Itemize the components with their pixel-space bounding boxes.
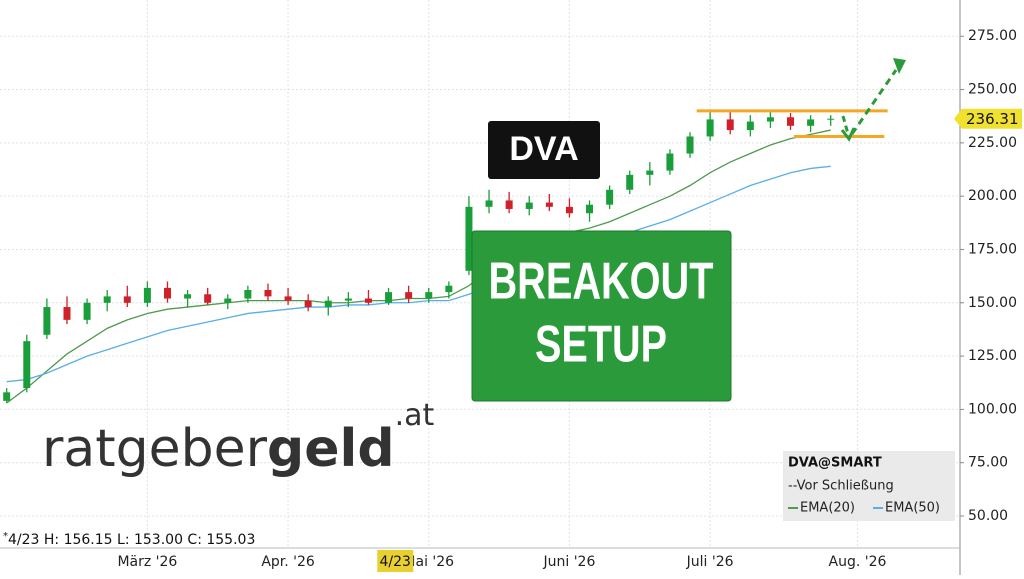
candle-body [143, 287, 151, 303]
x-tick-label: Apr. '26 [261, 554, 315, 570]
grid [0, 0, 960, 548]
candle-body [565, 206, 573, 214]
ema-line [6, 129, 831, 404]
candle-body [666, 153, 674, 171]
legend-label: EMA(20) [800, 501, 855, 516]
y-tick-label: 125.00 [968, 348, 1017, 364]
candle-body [163, 287, 171, 299]
symbol-box-bg [488, 121, 600, 179]
x-tick-label: Juni '26 [542, 554, 595, 570]
candle-body [606, 189, 614, 205]
candle-body [43, 307, 51, 335]
crosshair-date-bg [377, 550, 414, 572]
candle-body [304, 300, 312, 308]
last-price-bg [962, 108, 1022, 129]
candle-body [746, 121, 754, 131]
last-price-label: 236.31 [966, 110, 1019, 128]
y-tick-label: 150.00 [968, 295, 1017, 311]
candle-body [244, 289, 252, 299]
candle-body [827, 118, 835, 120]
setup-box: BREAKOUT SETUP [471, 230, 732, 402]
y-tick-label: 200.00 [968, 188, 1017, 204]
x-tick-label: Aug. '26 [829, 554, 887, 570]
candle-body [123, 296, 131, 303]
arrow-up [850, 69, 898, 135]
legend-note: --Vor Schließung [788, 479, 894, 494]
candle-body [344, 298, 352, 301]
info-values: 4/23 H: 156.15 L: 153.00 C: 155.03 [8, 532, 255, 548]
candle-body [204, 294, 212, 303]
candle-body [425, 292, 433, 299]
logo-part: .at [395, 398, 435, 433]
candle-body [646, 170, 654, 175]
candle-body [385, 292, 393, 303]
candle-body [284, 296, 292, 301]
candle-body [626, 174, 634, 190]
symbol-text: DVA [509, 130, 578, 168]
candle-body [706, 119, 714, 137]
setup-text: SETUP [535, 316, 667, 374]
candle-body [686, 136, 694, 154]
crosshair-date: 4/23 [380, 554, 411, 570]
y-tick-label: 100.00 [968, 401, 1017, 417]
plot [3, 109, 888, 404]
legend: DVA@SMART --Vor Schließung EMA(20) EMA(50… [783, 451, 955, 521]
info-text: *4/23 H: 156.15 L: 153.00 C: 155.03 [3, 531, 255, 548]
candle-body [525, 202, 533, 209]
candle-body [364, 298, 372, 303]
arrow-head [893, 58, 906, 74]
y-tick-label: 50.00 [968, 508, 1008, 524]
legend-title: DVA@SMART [788, 456, 882, 471]
candle-body [807, 119, 815, 126]
last-price-pointer [954, 108, 962, 129]
candle-body [586, 204, 594, 214]
logo-part: ratgeber [42, 419, 268, 479]
arrow-down [841, 115, 850, 135]
candle-body [103, 296, 111, 303]
candle-body [405, 292, 413, 299]
candle-body [264, 289, 272, 297]
candle-body [184, 294, 192, 299]
logo: ratgebergeld.at [42, 398, 434, 480]
symbol-box: DVA [488, 121, 600, 179]
candle-body [465, 206, 473, 271]
candle-body [505, 200, 513, 209]
candle-body [83, 302, 91, 320]
info-star: * [3, 531, 8, 542]
candle-body [485, 200, 493, 207]
legend-items: EMA(20) EMA(50) [788, 501, 940, 516]
candle-body [445, 285, 453, 293]
x-tick-label: Juli '26 [686, 554, 734, 570]
y-tick-label: 175.00 [968, 241, 1017, 257]
logo-part: geld [267, 419, 395, 479]
legend-label: EMA(50) [885, 501, 940, 516]
y-tick-label: 250.00 [968, 82, 1017, 98]
x-tick-label: März '26 [117, 554, 177, 570]
candle-body [766, 117, 774, 122]
candle-body [63, 307, 71, 320]
y-tick-label: 275.00 [968, 28, 1017, 44]
candle-body [23, 341, 31, 389]
candle-body [324, 300, 332, 308]
candle-body [787, 117, 795, 126]
setup-text: BREAKOUT [489, 253, 714, 311]
candle-body [545, 202, 553, 207]
candle-body [224, 298, 232, 303]
ema-line [6, 165, 831, 383]
x-tick-label: Mai '26 [403, 554, 454, 570]
y-tick-label: 225.00 [968, 135, 1017, 151]
y-tick-label: 75.00 [968, 455, 1008, 471]
candle-body [726, 119, 734, 131]
arrows [840, 58, 906, 142]
candle-body [3, 392, 11, 401]
legend-bg [783, 451, 955, 521]
setup-box-bg [471, 230, 732, 402]
